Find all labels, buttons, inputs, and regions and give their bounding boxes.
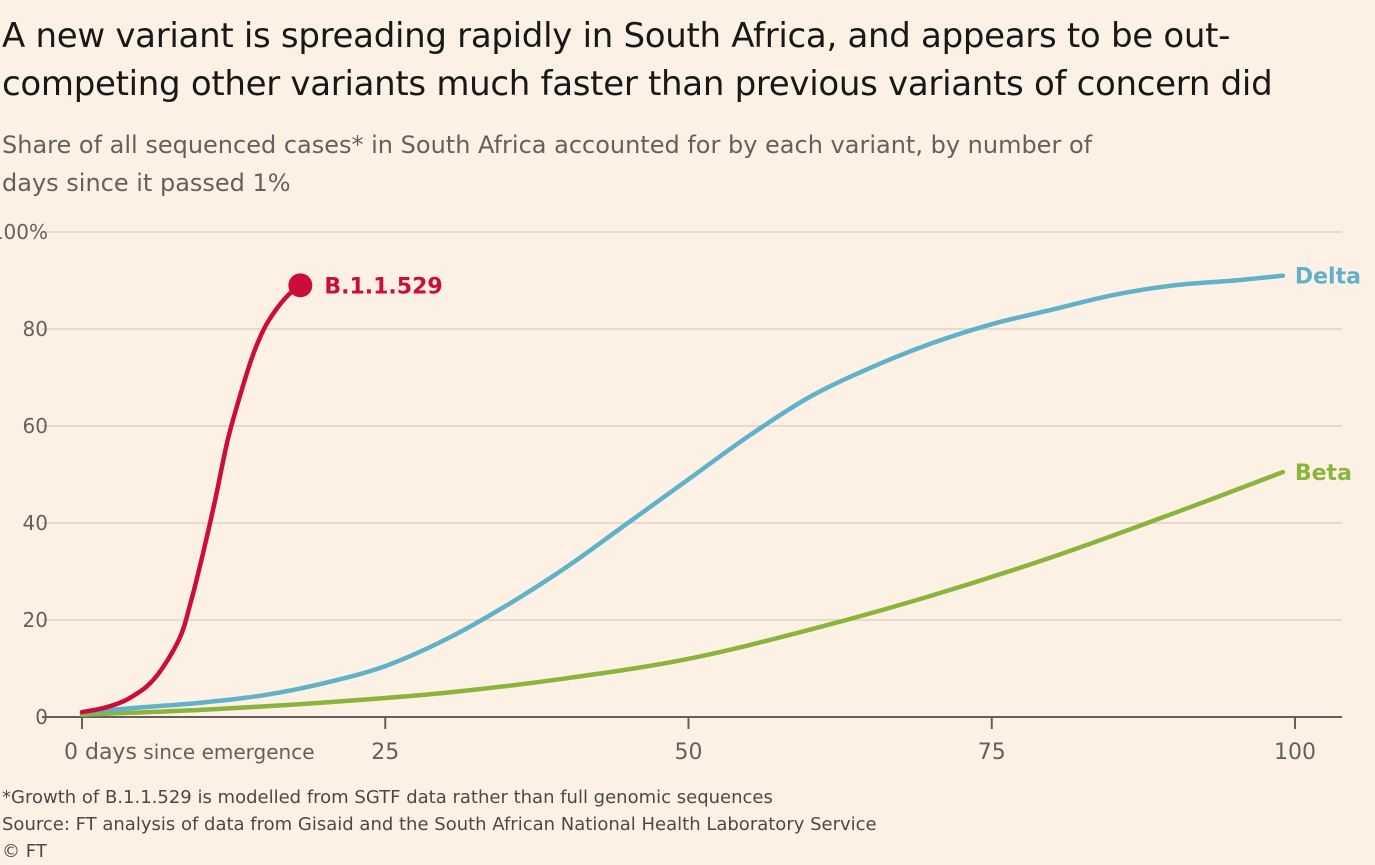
series-label-b-1-1-529: B.1.1.529: [324, 274, 442, 299]
x-axis: 0 days since emergence 25 50 75 100: [42, 716, 1342, 765]
chart-subtitle: Share of all sequenced cases* in South A…: [2, 131, 1093, 197]
x-tick-label: 50: [675, 740, 703, 765]
y-tick-label: 0: [35, 705, 48, 729]
chart-title: A new variant is spreading rapidly in So…: [2, 16, 1273, 104]
series-line-b-1-1-529: [79, 283, 303, 715]
y-tick-label: 80: [23, 317, 48, 341]
series-label-beta: Beta: [1295, 461, 1352, 486]
x-tick-label: 0 days since emergence: [64, 740, 315, 765]
series-line-beta: [79, 469, 1286, 717]
y-tick-label: 40: [23, 511, 48, 535]
series-line-delta: [79, 273, 1286, 715]
x-tick-label-suffix: since emergence: [137, 740, 315, 764]
series-label-delta: Delta: [1295, 265, 1361, 290]
footnotes: *Growth of B.1.1.529 is modelled from SG…: [2, 784, 877, 865]
x-tick-label: 25: [371, 740, 399, 765]
gridlines: [42, 231, 1342, 621]
y-tick-label: 100%: [0, 220, 48, 244]
series-end-marker-b-1-1-529: [288, 273, 313, 298]
y-axis: 0 20 40 60 80 100%: [0, 220, 48, 729]
x-tick-label: 100: [1274, 740, 1316, 765]
copyright-text: © FT: [2, 841, 47, 862]
footnote-text: *Growth of B.1.1.529 is modelled from SG…: [2, 787, 773, 808]
x-tick-label: 75: [978, 740, 1006, 765]
series-lines: Beta Delta B.1.1.529: [79, 265, 1361, 717]
y-tick-label: 20: [23, 608, 48, 632]
y-tick-label: 60: [23, 414, 48, 438]
source-text: Source: FT analysis of data from Gisaid …: [2, 814, 877, 835]
